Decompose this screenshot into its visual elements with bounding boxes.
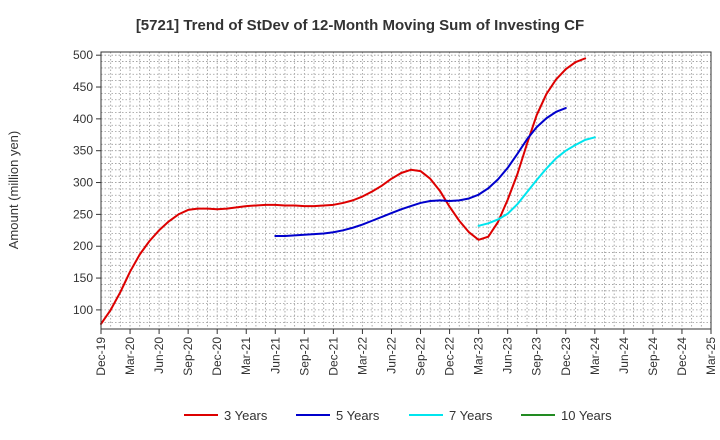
x-tick-label: Dec-19 (94, 337, 108, 376)
plot-border (100, 51, 712, 330)
legend-label-3-years: 3 Years (224, 408, 268, 423)
y-axis-label: Amount (million yen) (6, 131, 21, 250)
x-tick-label: Jun-22 (384, 337, 398, 374)
y-axis-ticks: 100 150 200 250 300 350 400 450 500 (73, 48, 101, 317)
x-tick-label: Mar-25 (704, 337, 718, 375)
y-tick-label: 200 (73, 239, 93, 253)
x-tick-label: Jun-24 (617, 337, 631, 374)
x-tick-label: Sep-22 (414, 337, 428, 376)
x-tick-label: Sep-24 (646, 337, 660, 376)
x-tick-label: Mar-20 (123, 337, 137, 375)
x-tick-label: Jun-23 (501, 337, 515, 374)
x-tick-label: Sep-20 (181, 337, 195, 376)
y-tick-label: 100 (73, 303, 93, 317)
y-tick-label: 250 (73, 207, 93, 221)
legend-label-7-years: 7 Years (449, 408, 493, 423)
y-tick-label: 450 (73, 80, 93, 94)
chart-title: [5721] Trend of StDev of 12-Month Moving… (136, 17, 584, 34)
x-tick-label: Dec-21 (326, 337, 340, 376)
y-tick-label: 300 (73, 176, 93, 190)
series-layer (100, 57, 596, 325)
series-line-5-years (274, 107, 567, 238)
series-line-7-years (477, 136, 596, 227)
plot-area (101, 52, 711, 329)
legend-label-10-years: 10 Years (561, 408, 612, 423)
y-tick-label: 400 (73, 112, 93, 126)
x-tick-label: Jun-20 (152, 337, 166, 374)
x-tick-label: Mar-21 (239, 337, 253, 375)
legend-label-5-years: 5 Years (336, 408, 380, 423)
x-tick-label: Mar-23 (472, 337, 486, 375)
y-tick-label: 500 (73, 48, 93, 62)
grid (100, 52, 712, 329)
x-tick-label: Dec-24 (675, 337, 689, 376)
x-axis-ticks: Dec-19 Mar-20 Jun-20 Sep-20 Dec-20 Mar-21 Jun-… (94, 329, 718, 376)
y-tick-label: 150 (73, 271, 93, 285)
x-tick-label: Dec-23 (559, 337, 573, 376)
series-line-3-years (100, 57, 587, 325)
x-tick-label: Mar-22 (355, 337, 369, 375)
x-tick-label: Mar-24 (588, 337, 602, 375)
x-tick-label: Jun-21 (268, 337, 282, 374)
x-tick-label: Sep-23 (530, 337, 544, 376)
x-tick-label: Dec-22 (443, 337, 457, 376)
y-tick-label: 350 (73, 144, 93, 158)
x-tick-label: Sep-21 (297, 337, 311, 376)
legend: 3 Years 5 Years 7 Years 10 Years (184, 408, 612, 423)
x-tick-label: Dec-20 (210, 337, 224, 376)
